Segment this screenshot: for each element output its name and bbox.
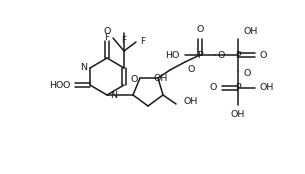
Text: O: O [63, 81, 70, 89]
Text: N: N [110, 90, 117, 100]
Text: O: O [103, 27, 111, 36]
Text: N: N [80, 64, 87, 73]
Text: O: O [243, 69, 250, 77]
Text: F: F [140, 38, 145, 46]
Text: OH: OH [260, 84, 274, 93]
Text: F: F [104, 34, 109, 42]
Text: OH: OH [243, 27, 257, 36]
Text: O: O [188, 65, 196, 73]
Text: P: P [235, 84, 241, 93]
Text: F: F [121, 36, 127, 45]
Text: O: O [218, 50, 225, 60]
Text: O: O [260, 50, 267, 60]
Text: OH: OH [184, 97, 198, 106]
Text: O: O [196, 25, 204, 34]
Text: HO: HO [48, 81, 63, 89]
Text: HO: HO [166, 50, 180, 60]
Text: P: P [197, 50, 203, 60]
Text: O: O [131, 74, 138, 84]
Text: P: P [235, 50, 241, 60]
Text: OH: OH [231, 110, 245, 119]
Text: O: O [210, 84, 217, 93]
Text: OH: OH [154, 74, 168, 83]
